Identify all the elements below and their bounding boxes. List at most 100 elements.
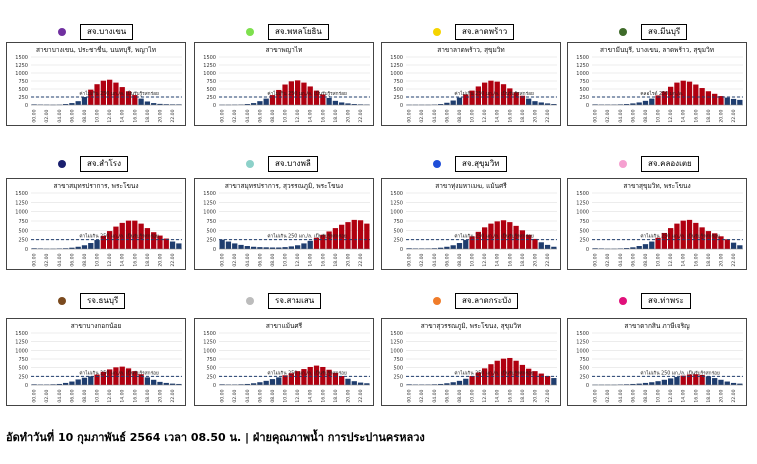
bar	[107, 369, 113, 385]
x-tick-label: 00.00	[593, 389, 599, 402]
x-tick-label: 08.00	[457, 253, 463, 266]
chart-title: สาขาลาดพร้าว, สุขุมวิท	[437, 46, 504, 54]
x-tick-label: 22.00	[170, 389, 176, 402]
bar	[636, 246, 642, 249]
x-tick-label: 12.00	[295, 253, 301, 266]
bar	[661, 232, 667, 249]
bar	[680, 80, 686, 105]
chart-title: สาขาตากสิน ภาษีเจริญ	[624, 322, 690, 330]
station-color-dot	[619, 160, 627, 168]
x-tick-label: 20.00	[345, 389, 351, 402]
x-tick-label: 12.00	[482, 389, 488, 402]
x-tick-label: 04.00	[432, 253, 438, 266]
bar	[680, 375, 686, 385]
bar	[250, 103, 257, 105]
bar	[437, 383, 444, 385]
bar	[238, 384, 244, 385]
bar	[693, 84, 699, 105]
chart-svg: สาขาแม้นศรี 0 250 500 750 1000 1250 1500 00.00 02…	[203, 322, 370, 403]
bar	[724, 381, 730, 385]
bar	[699, 227, 705, 249]
bar	[444, 102, 450, 105]
station-header: สจ.คลองเตย	[619, 156, 699, 172]
x-tick-label: 12.00	[668, 109, 674, 122]
bar	[544, 375, 551, 385]
x-tick-label: 20.00	[345, 253, 351, 266]
bar	[269, 379, 276, 385]
station-color-dot	[246, 297, 254, 305]
x-tick-label: 08.00	[457, 109, 463, 122]
y-tick-label: 250	[18, 238, 28, 244]
bar	[592, 104, 598, 105]
x-tick-label: 02.00	[419, 253, 425, 266]
bar	[551, 104, 557, 105]
bar	[655, 381, 661, 385]
y-tick-label: 1250	[15, 200, 28, 206]
chart-title: สาขาบางกอกน้อย	[71, 322, 122, 330]
bar	[163, 382, 169, 385]
bar	[269, 95, 276, 105]
threshold-label: ค่าไม่เกิน 250 มก./ล. เป็นรับรู้รสกร่อย	[267, 89, 347, 97]
x-tick-label: 16.00	[693, 389, 699, 402]
bar	[56, 383, 62, 385]
bar	[463, 378, 469, 385]
x-tick-label: 08.00	[270, 109, 276, 122]
threshold-label: ค่าไม่เกิน 250 มก./ล. เป็นรับรู้รสกร่อย	[454, 89, 534, 97]
bar	[351, 104, 357, 105]
chart-panel: สาขาบางกอกน้อย 0 250 500 750 1000 1250 1500 00.0…	[6, 318, 186, 406]
bar	[282, 84, 288, 105]
y-tick-label: 1000	[15, 210, 28, 216]
chart-svg: สาขาทุ่งมหาเมฆ, แม้นศรี 0 250 500 750 1000 125…	[390, 182, 557, 267]
bar	[364, 383, 370, 385]
y-tick-label: 1500	[390, 331, 403, 337]
bar	[288, 81, 294, 105]
bar	[176, 104, 182, 105]
x-tick-label: 06.00	[630, 109, 636, 122]
y-tick-label: 1250	[390, 63, 403, 69]
chart-svg: สาขาสุวรรณภูมิ, พระโขนง, สุขุมวิท 0 250 500…	[390, 322, 557, 403]
bar	[642, 244, 649, 249]
bar	[488, 80, 494, 105]
bar	[494, 221, 500, 249]
x-tick-label: 04.00	[618, 253, 624, 266]
x-tick-label: 20.00	[718, 389, 724, 402]
bar	[62, 104, 69, 105]
x-tick-label: 22.00	[731, 389, 737, 402]
station-label: รจ.ธนบุรี	[80, 293, 126, 309]
bar	[100, 371, 106, 385]
bar	[31, 384, 37, 385]
bar	[50, 384, 56, 385]
bar	[132, 220, 138, 249]
x-tick-label: 14.00	[681, 109, 687, 122]
x-tick-label: 20.00	[718, 253, 724, 266]
x-tick-label: 20.00	[157, 389, 163, 402]
bar	[351, 219, 357, 249]
bar	[463, 240, 469, 249]
y-tick-label: 750	[206, 357, 216, 363]
bar	[62, 382, 69, 385]
x-tick-label: 20.00	[532, 253, 538, 266]
bar	[288, 373, 294, 385]
chart-svg: สาขาสมุทรปราการ, สุวรรณภูมิ, พระโขนง 0 250…	[203, 182, 370, 267]
y-tick-label: 500	[18, 87, 28, 93]
x-tick-label: 08.00	[82, 109, 88, 122]
bar	[674, 377, 680, 385]
x-tick-label: 10.00	[95, 109, 101, 122]
x-tick-label: 12.00	[107, 253, 113, 266]
y-tick-label: 1500	[576, 55, 589, 61]
y-tick-label: 1500	[203, 55, 216, 61]
x-tick-label: 08.00	[643, 389, 649, 402]
bar	[406, 248, 412, 249]
station-color-dot	[433, 160, 441, 168]
x-tick-label: 22.00	[731, 109, 737, 122]
x-tick-label: 16.00	[132, 389, 138, 402]
chart-panel: สาขาตากสิน ภาษีเจริญ 0 250 500 750 1000 1250 15…	[567, 318, 747, 406]
bar	[705, 376, 712, 385]
chart-panel: สาขาพญาไท 0 250 500 750 1000 1250 1500 00.00 02.0…	[194, 42, 374, 126]
station-color-dot	[58, 160, 66, 168]
y-tick-label: 1250	[203, 340, 216, 346]
bar	[450, 245, 456, 249]
bar	[295, 371, 301, 385]
bar	[450, 382, 456, 385]
bar	[119, 366, 125, 385]
